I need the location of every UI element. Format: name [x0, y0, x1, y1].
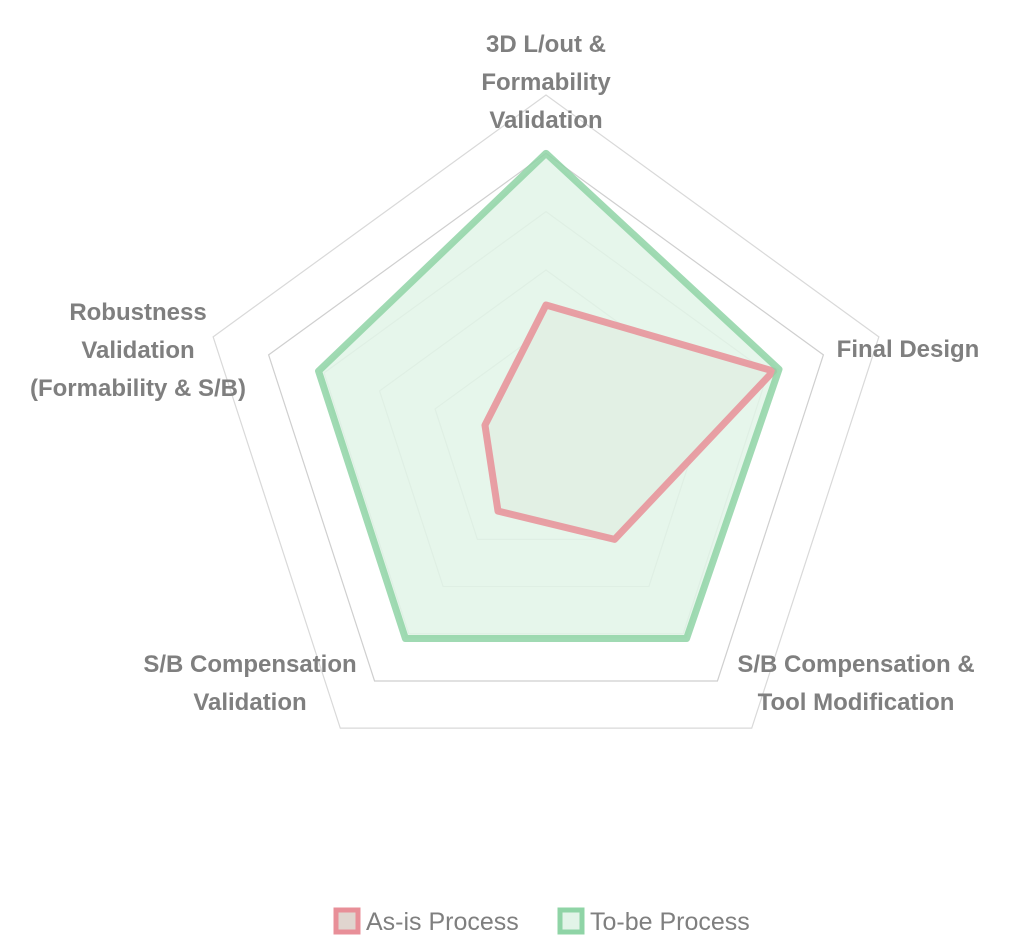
grid-ring-5 [267, 152, 825, 682]
axis-label-line: Validation [489, 107, 602, 134]
axis-label-2: S/B Compensation & Tool Modification [737, 651, 974, 716]
radar-series [315, 149, 783, 642]
axis-label-line: S/B Compensation [143, 651, 356, 678]
grid-ring-6 [212, 94, 880, 729]
series-line-0 [481, 301, 777, 543]
axis-label-line: Formability [481, 69, 611, 96]
axis-label-line: 3D L/out & [486, 31, 606, 58]
axis-label-3: S/B Compensation Validation [143, 651, 356, 716]
axis-label-1: Final Design [837, 336, 980, 363]
series-line-1 [315, 149, 783, 642]
axis-label-line: Validation [81, 337, 194, 364]
axis-label-line: (Formability & S/B) [30, 375, 246, 402]
axis-label-line: S/B Compensation & [737, 651, 974, 678]
axis-label-line: Tool Modification [758, 689, 955, 716]
legend-label-0: As-is Process [366, 908, 519, 936]
axis-label-line: Validation [193, 689, 306, 716]
axis-label-4: Robustness Validation (Formability & S/B) [30, 299, 246, 402]
axis-label-line: Final Design [837, 336, 980, 363]
axis-label-line: Robustness [69, 299, 206, 326]
series-area-1 [318, 153, 780, 639]
legend-swatch-1 [557, 907, 585, 935]
axis-labels: 3D L/out & Formability Validation Final Des… [30, 31, 979, 716]
legend: As-is Process To-be Process [333, 907, 750, 936]
legend-swatch-0 [333, 907, 361, 935]
legend-label-1: To-be Process [590, 908, 750, 936]
axis-label-0: 3D L/out & Formability Validation [481, 31, 611, 134]
